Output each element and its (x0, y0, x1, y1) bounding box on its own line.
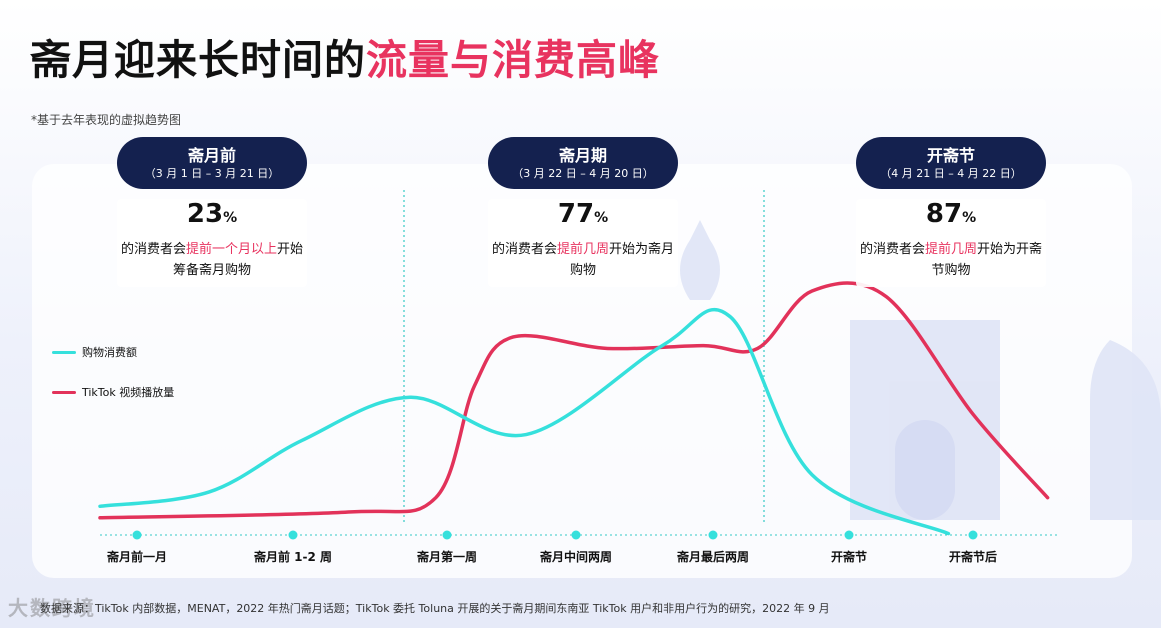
phase-eid: 开斋节 （4 月 21 日 – 4 月 22 日） 87% 的消费者会提前几周开… (856, 137, 1046, 287)
mosque-dome-right (1090, 340, 1161, 520)
stat-percent-sign: % (223, 210, 238, 226)
stat-card: 77% 的消费者会提前几周开始为斋月购物 (488, 199, 678, 287)
desc-highlight: 提前几周 (556, 242, 609, 257)
stat-percent: 77% (488, 199, 678, 233)
category-marker (968, 530, 978, 540)
trend-note: *基于去年表现的虚拟趋势图 (31, 113, 182, 127)
mosque-door (895, 420, 955, 520)
series-line-spend (98, 307, 951, 536)
desc-pre: 的消费者会 (859, 242, 925, 257)
phase-pill: 开斋节 （4 月 21 日 – 4 月 22 日） (856, 137, 1046, 189)
phase-name: 斋月期 (558, 145, 607, 165)
stat-card: 23% 的消费者会提前一个月以上开始筹备斋月购物 (117, 199, 307, 287)
stat-percent-sign: % (594, 210, 609, 226)
legend-label: 购物消费额 (82, 346, 137, 359)
legend-item-views: TikTok 视频播放量 (52, 384, 174, 400)
legend-label: TikTok 视频播放量 (82, 386, 175, 399)
category-marker (708, 530, 718, 540)
x-tick-label: 斋月前一月 (106, 549, 167, 564)
phase-dates: （3 月 1 日 – 3 月 21 日） (144, 166, 280, 180)
legend-swatch-red (52, 390, 76, 394)
desc-post: 开始为斋月购物 (569, 242, 675, 278)
phase-before: 斋月前 （3 月 1 日 – 3 月 21 日） 23% 的消费者会提前一个月以… (117, 137, 307, 287)
title-main: 斋月迎来长时间的 (30, 36, 366, 84)
desc-post: 开始为开斋节购物 (931, 242, 1043, 278)
legend-swatch-teal (52, 350, 76, 354)
phase-name: 斋月前 (187, 145, 236, 165)
stat-value: 77 (557, 199, 595, 229)
watermark-logo: 大数跨境 (8, 596, 96, 620)
page-title: 斋月迎来长时间的流量与消费高峰 (30, 26, 660, 86)
phase-name: 开斋节 (926, 145, 975, 165)
title-accent: 流量与消费高峰 (366, 36, 660, 84)
category-marker (844, 530, 854, 540)
stat-percent: 87% (856, 199, 1046, 233)
x-tick-label: 开斋节后 (949, 549, 997, 564)
stat-description: 的消费者会提前几周开始为斋月购物 (488, 239, 678, 281)
desc-highlight: 提前几周 (924, 242, 977, 257)
stat-percent: 23% (117, 199, 307, 233)
x-tick-label: 斋月最后两周 (676, 549, 749, 564)
x-tick-label: 斋月中间两周 (539, 549, 612, 564)
stat-card: 87% 的消费者会提前几周开始为开斋节购物 (856, 199, 1046, 287)
phase-dates: （4 月 21 日 – 4 月 22 日） (880, 166, 1022, 180)
desc-pre: 的消费者会 (491, 242, 557, 257)
category-marker (442, 530, 452, 540)
category-marker (132, 530, 142, 540)
phase-pill: 斋月前 （3 月 1 日 – 3 月 21 日） (117, 137, 307, 189)
phase-during: 斋月期 （3 月 22 日 – 4 月 20 日） 77% 的消费者会提前几周开… (488, 137, 678, 287)
mosque-spire (680, 220, 720, 300)
x-tick-label: 斋月前 1-2 周 (253, 549, 332, 564)
desc-highlight: 提前一个月以上 (185, 242, 277, 257)
phase-dates: （3 月 22 日 – 4 月 20 日） (512, 166, 654, 180)
x-tick-label: 开斋节 (831, 549, 867, 564)
source-note: 数据来源：TikTok 内部数据，MENAT，2022 年热门斋月话题；TikT… (40, 602, 830, 615)
series-line-views (98, 281, 1050, 520)
phase-pill: 斋月期 （3 月 22 日 – 4 月 20 日） (488, 137, 678, 189)
desc-post: 开始筹备斋月购物 (172, 242, 304, 278)
stat-description: 的消费者会提前一个月以上开始筹备斋月购物 (117, 239, 307, 281)
stat-value: 87 (925, 199, 963, 229)
legend-item-spend: 购物消费额 (52, 344, 137, 360)
stat-value: 23 (186, 199, 224, 229)
x-tick-label: 斋月第一周 (416, 549, 477, 564)
category-marker (571, 530, 581, 540)
desc-pre: 的消费者会 (120, 242, 186, 257)
stat-percent-sign: % (962, 210, 977, 226)
stat-description: 的消费者会提前几周开始为开斋节购物 (856, 239, 1046, 281)
category-marker (288, 530, 298, 540)
